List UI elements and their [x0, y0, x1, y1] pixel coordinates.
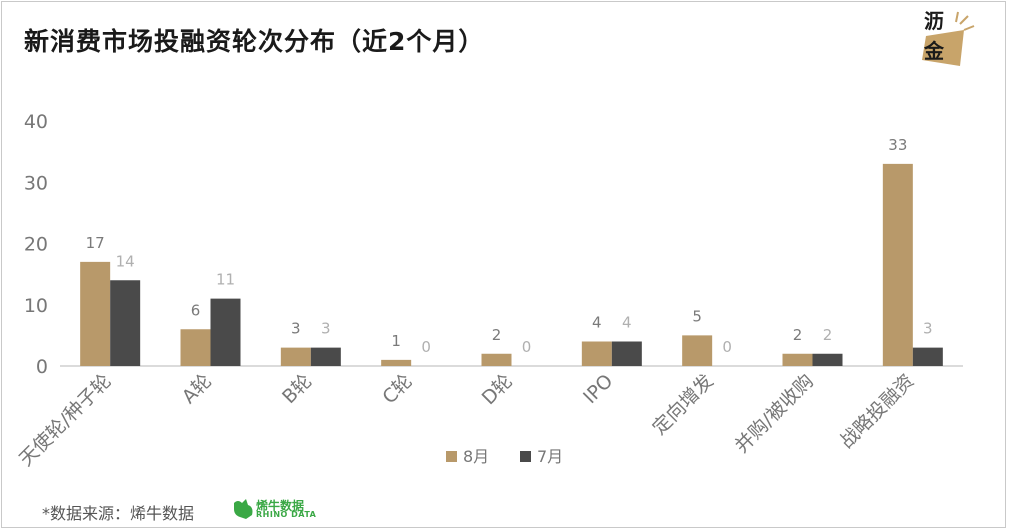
bar-aug: [682, 335, 713, 366]
rhino-icon: [234, 499, 253, 519]
legend-swatch-aug: [446, 451, 457, 462]
data-label-jul: 4: [622, 314, 632, 332]
y-tick-label: 30: [24, 172, 48, 194]
logo-mark: [922, 11, 975, 66]
chart-title: 新消费市场投融资轮次分布（近2个月）: [24, 27, 485, 56]
bar-jul: [812, 353, 843, 366]
bar-aug: [280, 347, 311, 366]
data-source-note: *数据来源：烯牛数据: [42, 504, 195, 523]
bar-jul: [310, 347, 341, 366]
y-tick-label: 40: [24, 111, 48, 133]
logo-char-2: 金: [924, 39, 944, 63]
x-tick-label: IPO: [579, 370, 617, 408]
bar-jul: [912, 347, 943, 366]
data-label-aug: 17: [86, 234, 105, 252]
data-label-jul: 0: [522, 338, 532, 356]
bar-aug: [80, 261, 111, 366]
brand-name: 烯牛数据: [256, 499, 305, 513]
bar-aug: [381, 359, 412, 366]
x-tick-label: D轮: [478, 370, 517, 409]
x-tick-label: A轮: [178, 370, 216, 408]
x-tick-label: C轮: [378, 370, 416, 408]
data-label-jul: 3: [923, 320, 933, 338]
brand-logo: 沥 金: [916, 8, 976, 70]
x-tick-label: B轮: [278, 370, 316, 408]
x-tick-label: 定向增发: [648, 370, 717, 439]
data-label-aug: 5: [692, 307, 702, 325]
data-label-jul: 14: [116, 252, 135, 270]
data-label-aug: 2: [492, 326, 502, 344]
brand-subtitle: RHINO DATA: [256, 510, 317, 519]
bar-aug: [481, 353, 512, 366]
data-label-jul: 2: [823, 326, 833, 344]
data-label-jul: 0: [421, 338, 431, 356]
data-label-aug: 1: [391, 332, 401, 350]
y-tick-label: 0: [36, 356, 48, 378]
logo-char-1: 沥: [924, 9, 944, 33]
bar-jul: [611, 341, 642, 366]
data-label-jul: 0: [722, 338, 732, 356]
data-label-jul: 3: [321, 320, 331, 338]
bar-aug: [180, 329, 211, 366]
data-label-aug: 2: [793, 326, 803, 344]
legend-label-aug: 8月: [463, 447, 489, 466]
x-tick-label: 并购/被收购: [731, 370, 818, 457]
data-label-aug: 33: [888, 136, 907, 154]
bar-aug: [882, 163, 913, 366]
bar-aug: [581, 341, 612, 366]
data-label-jul: 11: [216, 271, 235, 289]
y-tick-label: 10: [24, 295, 48, 317]
x-tick-label: 战略投融资: [836, 370, 919, 453]
data-label-aug: 6: [191, 301, 201, 319]
legend-label-jul: 7月: [537, 447, 563, 466]
bar-aug: [782, 353, 813, 366]
y-tick-label: 20: [24, 234, 48, 256]
bar-jul: [110, 280, 141, 366]
legend-swatch-jul: [520, 451, 531, 462]
x-tick-label: 天使轮/种子轮: [15, 370, 116, 471]
bar-jul: [210, 298, 241, 366]
data-label-aug: 4: [592, 314, 602, 332]
data-label-aug: 3: [291, 320, 301, 338]
